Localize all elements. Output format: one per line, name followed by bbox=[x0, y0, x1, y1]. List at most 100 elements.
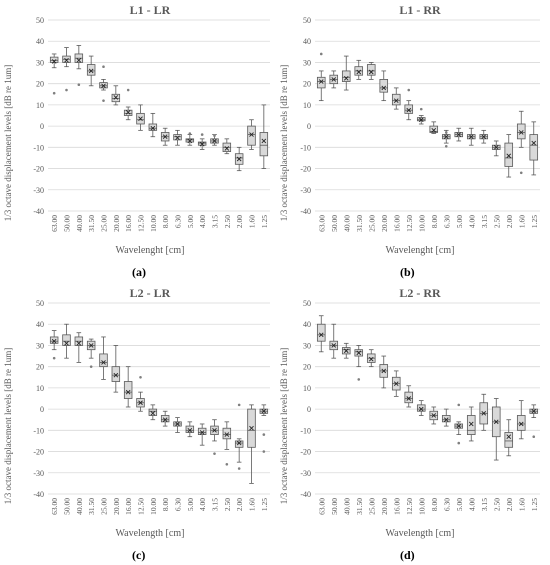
mean-marker bbox=[493, 145, 499, 150]
box-50.00 bbox=[329, 323, 339, 359]
y-axis-label: 1/3 octave displacement levels [dB re 1u… bbox=[279, 65, 289, 221]
box-body bbox=[341, 70, 351, 82]
mean-marker bbox=[443, 134, 449, 140]
outlier-point bbox=[262, 450, 266, 453]
x-tick-label: 25.00 bbox=[100, 498, 109, 515]
mean-marker bbox=[236, 440, 242, 446]
y-tick-label: 30 bbox=[303, 341, 311, 350]
x-tick-label: 63.00 bbox=[50, 215, 59, 232]
box-31.50 bbox=[354, 345, 364, 381]
outlier-point bbox=[457, 403, 461, 407]
box-2.00 bbox=[234, 146, 244, 172]
outlier-point bbox=[407, 88, 411, 92]
x-tick-label: 6.30 bbox=[442, 498, 451, 511]
box-body bbox=[504, 142, 514, 167]
x-tick-label: 16.00 bbox=[124, 498, 133, 515]
x-tick-label: 25.00 bbox=[367, 498, 376, 515]
mean-marker bbox=[318, 332, 324, 338]
mean-marker bbox=[331, 343, 337, 348]
mean-marker bbox=[493, 419, 499, 425]
mean-marker bbox=[51, 59, 57, 64]
box-8.00 bbox=[160, 410, 170, 427]
box-3.15 bbox=[479, 129, 489, 144]
box-body bbox=[504, 432, 514, 448]
y-tick-label: 0 bbox=[40, 122, 44, 131]
mean-marker bbox=[356, 69, 362, 75]
x-tick-label: 1.60 bbox=[517, 215, 526, 228]
mean-marker bbox=[76, 58, 82, 63]
outlier-point bbox=[357, 378, 361, 381]
box-31.50 bbox=[354, 59, 364, 80]
mean-marker bbox=[481, 411, 487, 416]
y-tick-label: 30 bbox=[303, 58, 311, 67]
x-tick-label: 16.00 bbox=[392, 498, 401, 515]
box-body bbox=[185, 425, 195, 433]
mean-marker bbox=[261, 138, 267, 144]
mean-marker bbox=[468, 421, 474, 427]
x-tick-label: 40.00 bbox=[342, 498, 351, 515]
box-2.00 bbox=[504, 419, 514, 457]
mean-marker bbox=[113, 95, 119, 100]
x-tick-label: 3.15 bbox=[480, 215, 489, 228]
box-6.30 bbox=[441, 408, 451, 427]
y-tick-label: -20 bbox=[300, 448, 311, 457]
x-tick-label: 2.00 bbox=[235, 498, 244, 511]
x-tick-label: 10.00 bbox=[149, 215, 158, 232]
box-body bbox=[49, 336, 59, 344]
box-40.00 bbox=[74, 45, 84, 87]
x-tick-label: 12.50 bbox=[137, 215, 146, 232]
x-tick-label: 25.00 bbox=[367, 215, 376, 232]
y-axis-label: 1/3 octave displacement levels [dB re 1u… bbox=[3, 65, 13, 221]
outlier-point bbox=[237, 467, 241, 470]
x-tick-label: 5.00 bbox=[186, 498, 195, 511]
x-tick-label: 10.00 bbox=[417, 498, 426, 515]
y-tick-label: 50 bbox=[36, 299, 44, 308]
x-tick-label: 2.50 bbox=[492, 498, 501, 511]
y-tick-label: 10 bbox=[36, 384, 44, 393]
box-body bbox=[529, 134, 539, 161]
x-tick-label: 6.30 bbox=[174, 498, 183, 511]
mean-marker bbox=[418, 117, 424, 123]
y-tick-label: 20 bbox=[303, 363, 311, 372]
mean-marker bbox=[88, 68, 94, 74]
outlier-point bbox=[126, 88, 130, 92]
box-8.00 bbox=[429, 121, 439, 134]
y-tick-label: -20 bbox=[33, 448, 44, 457]
box-body bbox=[49, 56, 59, 63]
outlier-point bbox=[77, 83, 81, 87]
box-1.60 bbox=[516, 400, 526, 440]
box-12.50 bbox=[404, 88, 414, 121]
box-12.50 bbox=[136, 104, 145, 131]
box-4.00 bbox=[466, 406, 476, 442]
box-body bbox=[404, 391, 414, 404]
mean-marker bbox=[431, 413, 437, 418]
box-4.00 bbox=[466, 127, 476, 146]
mean-marker bbox=[393, 98, 399, 103]
x-tick-label: 2.00 bbox=[505, 215, 514, 228]
box-3.15 bbox=[210, 134, 219, 146]
box-body bbox=[516, 123, 526, 140]
y-tick-label: 0 bbox=[40, 405, 44, 414]
x-tick-label: 12.50 bbox=[405, 215, 414, 232]
y-tick-label: -40 bbox=[33, 490, 44, 499]
box-10.00 bbox=[148, 112, 158, 138]
x-tick-label: 1.60 bbox=[517, 498, 526, 511]
outlier-point bbox=[102, 65, 105, 68]
y-tick-label: 10 bbox=[36, 101, 44, 110]
y-tick-label: -30 bbox=[300, 469, 311, 478]
box-25.00 bbox=[366, 62, 376, 80]
mean-marker bbox=[199, 430, 205, 435]
mean-marker bbox=[175, 135, 180, 141]
box-16.00 bbox=[391, 370, 401, 397]
x-tick-label: 3.15 bbox=[211, 215, 220, 228]
box-63.00 bbox=[316, 315, 326, 353]
y-tick-label: 30 bbox=[36, 58, 44, 67]
box-body bbox=[391, 93, 401, 106]
mean-marker bbox=[381, 368, 387, 374]
y-tick-label: -10 bbox=[300, 426, 311, 435]
x-tick-label: 50.00 bbox=[330, 215, 339, 232]
mean-marker bbox=[187, 138, 193, 144]
box-6.30 bbox=[441, 129, 451, 148]
box-body bbox=[441, 415, 451, 423]
box-31.50 bbox=[86, 338, 96, 368]
